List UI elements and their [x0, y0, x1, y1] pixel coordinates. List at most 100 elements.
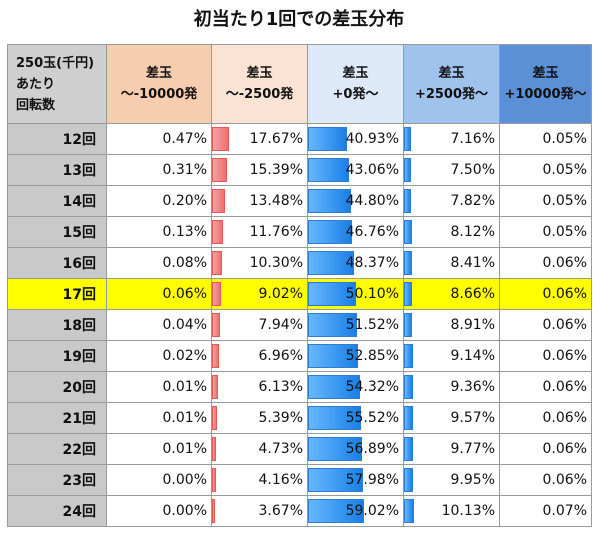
value-text: 7.82%: [450, 193, 495, 209]
row-label: 24回: [7, 495, 107, 527]
value-cell: 0.05%: [499, 154, 592, 186]
value-text: 0.06%: [542, 286, 587, 302]
value-cell: 0.31%: [106, 154, 212, 186]
data-bar: [212, 282, 221, 306]
row-label: 21回: [7, 402, 107, 434]
value-text: 0.06%: [542, 472, 587, 488]
value-cell: 0.00%: [106, 464, 212, 496]
value-text: 0.06%: [542, 410, 587, 426]
value-cell: 0.20%: [106, 185, 212, 217]
data-bar: [404, 313, 413, 337]
table-row: 23回 0.00% 4.16% 57.98% 9.95% 0.06%: [7, 464, 592, 496]
value-text: 9.57%: [450, 410, 495, 426]
col-header-line-2: +2500発～: [414, 87, 489, 102]
col-header: 差玉 +10000発～: [499, 44, 592, 124]
value-text: 6.13%: [258, 379, 303, 395]
value-cell: 0.07%: [499, 495, 592, 527]
value-cell: 51.52%: [307, 309, 404, 341]
value-text: 11.76%: [249, 224, 303, 240]
value-cell: 4.16%: [211, 464, 308, 496]
value-cell: 9.77%: [403, 433, 500, 465]
value-cell: 6.13%: [211, 371, 308, 403]
value-cell: 52.85%: [307, 340, 404, 372]
value-text: 0.06%: [162, 286, 207, 302]
col-header: 差玉 ～-10000発: [106, 44, 212, 124]
value-cell: 55.52%: [307, 402, 404, 434]
row-label: 18回: [7, 309, 107, 341]
value-text: 54.32%: [345, 379, 399, 395]
value-cell: 57.98%: [307, 464, 404, 496]
value-cell: 0.06%: [106, 278, 212, 310]
data-bar: [308, 468, 364, 492]
value-text: 44.80%: [345, 193, 399, 209]
value-cell: 7.50%: [403, 154, 500, 186]
data-bar: [404, 158, 412, 182]
value-text: 4.16%: [258, 472, 303, 488]
value-text: 50.10%: [345, 286, 399, 302]
table-row: 24回 0.00% 3.67% 59.02% 10.13% 0.07%: [7, 495, 592, 527]
data-bar: [308, 127, 347, 151]
row-label: 14回: [7, 185, 107, 217]
table-row: 17回 0.06% 9.02% 50.10% 8.66% 0.06%: [7, 278, 592, 310]
value-text: 43.06%: [345, 162, 399, 178]
value-text: 40.93%: [345, 131, 399, 147]
value-cell: 15.39%: [211, 154, 308, 186]
value-cell: 0.02%: [106, 340, 212, 372]
value-cell: 0.06%: [499, 433, 592, 465]
page-title: 初当たり1回での差玉分布: [193, 9, 405, 30]
value-cell: 0.06%: [499, 464, 592, 496]
value-text: 56.89%: [345, 441, 399, 457]
value-cell: 9.02%: [211, 278, 308, 310]
col-header-line-2: ～-10000発: [120, 87, 198, 102]
data-bar: [212, 313, 220, 337]
data-bar: [212, 437, 217, 461]
col-header-line-1: 差玉: [342, 66, 369, 81]
value-text: 9.36%: [450, 379, 495, 395]
data-bar: [308, 406, 361, 430]
value-cell: 0.00%: [106, 495, 212, 527]
value-text: 9.95%: [450, 472, 495, 488]
col-header-line-2: ～-2500発: [225, 87, 294, 102]
value-text: 59.02%: [345, 503, 399, 519]
value-cell: 11.76%: [211, 216, 308, 248]
value-text: 4.73%: [258, 441, 303, 457]
value-cell: 9.95%: [403, 464, 500, 496]
value-text: 7.16%: [450, 131, 495, 147]
table-row: 15回 0.13% 11.76% 46.76% 8.12% 0.05%: [7, 216, 592, 248]
col-header-line-1: 差玉: [145, 66, 172, 81]
value-text: 0.06%: [542, 379, 587, 395]
value-cell: 40.93%: [307, 123, 404, 155]
row-label: 17回: [7, 278, 107, 310]
data-bar: [404, 344, 413, 368]
value-text: 9.14%: [450, 348, 495, 364]
row-label: 16回: [7, 247, 107, 279]
value-text: 9.77%: [450, 441, 495, 457]
data-bar: [404, 127, 411, 151]
table-row: 20回 0.01% 6.13% 54.32% 9.36% 0.06%: [7, 371, 592, 403]
value-text: 0.06%: [542, 317, 587, 333]
value-text: 48.37%: [345, 255, 399, 271]
value-text: 7.94%: [258, 317, 303, 333]
value-cell: 0.06%: [499, 278, 592, 310]
data-bar: [212, 468, 216, 492]
value-cell: 0.06%: [499, 340, 592, 372]
value-cell: 43.06%: [307, 154, 404, 186]
value-cell: 8.41%: [403, 247, 500, 279]
value-cell: 10.30%: [211, 247, 308, 279]
data-bar: [404, 406, 414, 430]
data-bar: [308, 282, 356, 306]
value-text: 0.07%: [542, 503, 587, 519]
value-text: 0.06%: [542, 255, 587, 271]
value-text: 0.01%: [162, 379, 207, 395]
data-bar: [404, 189, 412, 213]
col-header: 差玉 +0発～: [307, 44, 404, 124]
value-cell: 10.13%: [403, 495, 500, 527]
value-text: 0.31%: [162, 162, 207, 178]
data-bar: [308, 344, 359, 368]
value-text: 57.98%: [345, 472, 399, 488]
col-header-line-2: +0発～: [332, 87, 379, 102]
value-text: 0.04%: [162, 317, 207, 333]
value-text: 0.00%: [162, 472, 207, 488]
value-text: 10.30%: [249, 255, 303, 271]
value-cell: 4.73%: [211, 433, 308, 465]
